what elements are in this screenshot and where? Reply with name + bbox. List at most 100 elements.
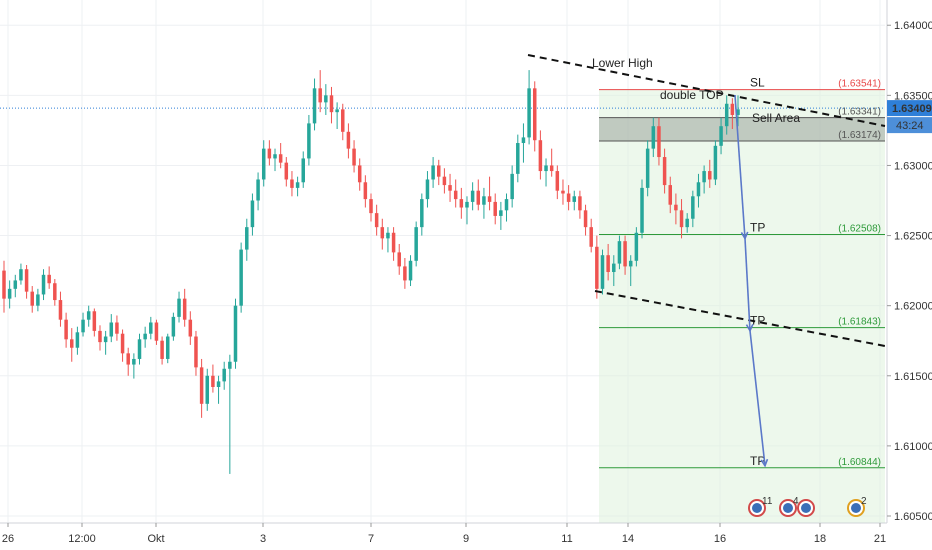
candle-body: [256, 179, 260, 201]
candle: [58, 291, 63, 327]
candle-body: [86, 311, 91, 320]
candle-body: [623, 241, 627, 267]
candle: [606, 243, 610, 281]
candle-body: [126, 353, 130, 365]
candle: [724, 95, 729, 135]
candle-body: [284, 162, 289, 180]
candle: [589, 218, 593, 253]
candle-body: [154, 322, 159, 341]
candle-body: [702, 171, 706, 183]
annotation-lower-high: Lower High: [592, 56, 653, 70]
candle-body: [465, 201, 469, 208]
candle: [487, 176, 492, 211]
level-label-5: (1.60844): [838, 457, 881, 468]
candle: [132, 353, 136, 379]
candle: [256, 172, 260, 211]
event-badge[interactable]: 11: [748, 496, 773, 517]
level-label-1: (1.63341): [838, 107, 881, 118]
candle-body: [307, 123, 311, 159]
candle: [736, 95, 740, 127]
candle: [566, 185, 571, 211]
candle-body: [459, 199, 464, 208]
candle: [115, 315, 119, 341]
event-badge[interactable]: 2: [847, 496, 867, 517]
candle: [645, 140, 650, 197]
time-tick-label: 18: [814, 533, 826, 545]
candle: [228, 354, 232, 474]
candle: [482, 187, 486, 219]
candle-body: [109, 322, 114, 337]
level-name-3: TP: [750, 220, 765, 234]
candle: [408, 255, 413, 287]
candle: [691, 190, 695, 228]
candle-body: [589, 227, 593, 247]
candle: [19, 263, 23, 285]
candle-body: [70, 339, 74, 348]
candle: [149, 316, 153, 340]
badge-count: 2: [861, 496, 867, 507]
candle: [239, 242, 243, 313]
candle: [397, 243, 401, 275]
candle: [448, 173, 452, 202]
candle: [211, 364, 215, 393]
candle: [250, 193, 255, 236]
candle: [143, 326, 147, 348]
candle: [612, 255, 616, 287]
candle: [617, 235, 622, 270]
candle: [216, 375, 221, 404]
candle: [182, 288, 187, 327]
sell-area-zone: [599, 117, 885, 142]
event-badge[interactable]: [797, 499, 815, 517]
candle-body: [13, 280, 18, 289]
candle-body: [487, 196, 492, 202]
candle-body: [662, 157, 667, 186]
time-tick-label: 21: [874, 533, 886, 545]
candle-body: [679, 210, 684, 228]
candle: [75, 326, 80, 355]
candle-body: [273, 154, 277, 159]
candle-body: [36, 294, 40, 306]
candle: [679, 199, 684, 239]
annotation-double-top: double TOP: [660, 88, 724, 102]
candle: [357, 158, 362, 191]
candle: [730, 98, 735, 129]
candle: [544, 158, 548, 187]
time-axis[interactable]: 26 12:00 Okt 3 7 9 11 14 16 18 21: [0, 522, 887, 545]
candle-body: [143, 333, 147, 340]
candle: [532, 81, 537, 152]
time-tick-label: 14: [622, 533, 634, 545]
candle-body: [544, 165, 548, 172]
candle-body: [165, 336, 170, 359]
candle: [30, 286, 34, 313]
candle-body: [668, 185, 672, 205]
candle-body: [103, 336, 108, 343]
time-tick-label: 16: [714, 533, 726, 545]
candle: [640, 179, 644, 239]
projection-arrows: [734, 94, 769, 468]
candle-body: [572, 196, 577, 202]
candle: [521, 123, 526, 163]
level-label-4: (1.61843): [838, 317, 881, 328]
candle-body: [425, 179, 430, 200]
candle: [177, 291, 181, 323]
candle: [318, 70, 322, 113]
candle-body: [149, 322, 153, 334]
current-price-tag: [887, 100, 932, 117]
candle-body: [730, 103, 735, 115]
candle: [109, 314, 114, 343]
price-axis[interactable]: 1.64000 1.63500 1.63000 1.62500 1.62000 1.615…: [886, 0, 932, 550]
candle: [442, 168, 447, 194]
candle: [538, 130, 543, 180]
candle-body: [41, 274, 46, 295]
event-badge[interactable]: 4: [779, 496, 799, 517]
price-tick-label: 1.61000: [894, 441, 932, 453]
candle: [527, 70, 531, 145]
candle-body: [634, 232, 639, 261]
candle-body: [476, 190, 481, 205]
candle-body: [532, 88, 537, 141]
candle-body: [177, 298, 181, 317]
candlestick-series: [2, 70, 740, 474]
time-tick-label: 11: [561, 533, 572, 545]
candle: [284, 157, 289, 187]
